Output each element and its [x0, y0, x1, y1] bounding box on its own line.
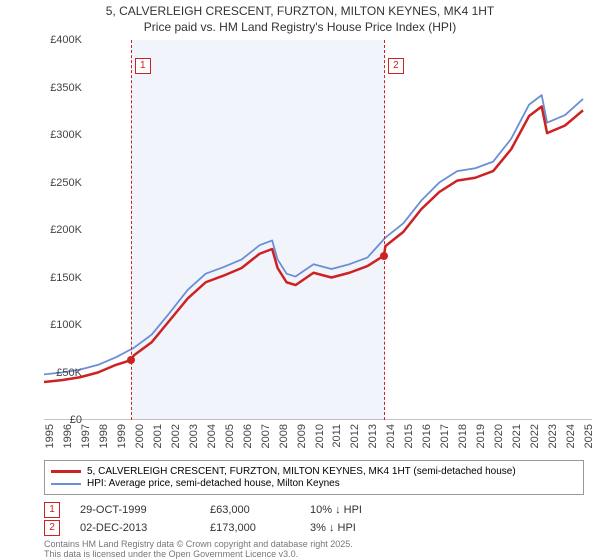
x-tick-label: 2013 — [367, 424, 379, 448]
x-tick-label: 2005 — [224, 424, 236, 448]
legend-swatch — [51, 483, 81, 485]
legend-label: 5, CALVERLEIGH CRESCENT, FURZTON, MILTON… — [87, 466, 516, 477]
annotation-date: 29-OCT-1999 — [80, 504, 190, 516]
annotation-delta: 3% ↓ HPI — [310, 522, 356, 534]
annotation-table: 1 29-OCT-1999 £63,000 10% ↓ HPI 2 02-DEC-2013… — [44, 500, 362, 538]
chart-title: 5, CALVERLEIGH CRESCENT, FURZTON, MILTON… — [0, 0, 600, 35]
x-tick-label: 2001 — [152, 424, 164, 448]
x-tick-label: 2010 — [314, 424, 326, 448]
annotation-row: 1 29-OCT-1999 £63,000 10% ↓ HPI — [44, 502, 362, 518]
annotation-marker-box: 1 — [44, 502, 60, 518]
marker-line-2 — [384, 40, 385, 420]
x-tick-label: 2016 — [421, 424, 433, 448]
y-tick-label: £150K — [50, 272, 82, 284]
footer-line-2: This data is licensed under the Open Gov… — [44, 550, 353, 560]
annotation-price: £173,000 — [210, 522, 290, 534]
x-tick-label: 2015 — [403, 424, 415, 448]
y-tick-label: £250K — [50, 177, 82, 189]
x-tick-label: 2018 — [457, 424, 469, 448]
x-tick-label: 2025 — [583, 424, 595, 448]
marker-label-2: 2 — [388, 58, 404, 74]
x-tick-label: 2014 — [385, 424, 397, 448]
x-tick-label: 2019 — [475, 424, 487, 448]
x-tick-label: 2006 — [242, 424, 254, 448]
annotation-delta: 10% ↓ HPI — [310, 504, 362, 516]
annotation-row: 2 02-DEC-2013 £173,000 3% ↓ HPI — [44, 520, 362, 536]
annotation-price: £63,000 — [210, 504, 290, 516]
x-tick-label: 1999 — [116, 424, 128, 448]
legend-box: 5, CALVERLEIGH CRESCENT, FURZTON, MILTON… — [44, 460, 584, 495]
series-price_paid — [44, 107, 583, 383]
line-plot-svg — [44, 40, 592, 420]
marker-dot-2 — [380, 252, 388, 260]
x-tick-label: 2024 — [565, 424, 577, 448]
x-tick-label: 2023 — [547, 424, 559, 448]
x-tick-label: 2000 — [134, 424, 146, 448]
x-tick-label: 2017 — [439, 424, 451, 448]
x-tick-label: 2020 — [493, 424, 505, 448]
y-tick-label: £350K — [50, 82, 82, 94]
x-tick-label: 2002 — [170, 424, 182, 448]
x-tick-label: 2003 — [188, 424, 200, 448]
x-tick-label: 1995 — [44, 424, 56, 448]
y-tick-label: £300K — [50, 129, 82, 141]
marker-label-1: 1 — [135, 58, 151, 74]
legend-label: HPI: Average price, semi-detached house,… — [87, 478, 340, 489]
x-tick-label: 1998 — [98, 424, 110, 448]
y-tick-label: £200K — [50, 224, 82, 236]
legend-item: 5, CALVERLEIGH CRESCENT, FURZTON, MILTON… — [51, 466, 577, 477]
title-line-1: 5, CALVERLEIGH CRESCENT, FURZTON, MILTON… — [0, 4, 600, 20]
x-tick-label: 2022 — [529, 424, 541, 448]
x-tick-label: 1997 — [80, 424, 92, 448]
y-tick-label: £400K — [50, 34, 82, 46]
y-tick-label: £100K — [50, 319, 82, 331]
x-tick-label: 2011 — [331, 424, 343, 448]
footer-attribution: Contains HM Land Registry data © Crown c… — [44, 540, 353, 560]
chart-container: 5, CALVERLEIGH CRESCENT, FURZTON, MILTON… — [0, 0, 600, 560]
x-tick-label: 2007 — [260, 424, 272, 448]
marker-dot-1 — [127, 356, 135, 364]
x-tick-label: 2008 — [278, 424, 290, 448]
legend-swatch — [51, 470, 81, 473]
annotation-date: 02-DEC-2013 — [80, 522, 190, 534]
x-tick-label: 2004 — [206, 424, 218, 448]
title-line-2: Price paid vs. HM Land Registry's House … — [0, 20, 600, 36]
annotation-marker-box: 2 — [44, 520, 60, 536]
legend-item: HPI: Average price, semi-detached house,… — [51, 478, 577, 489]
x-tick-label: 2009 — [296, 424, 308, 448]
x-tick-label: 2012 — [349, 424, 361, 448]
x-tick-label: 2021 — [511, 424, 523, 448]
y-tick-label: £50K — [56, 367, 82, 379]
series-hpi — [44, 95, 583, 374]
plot-area: £0£50K£100K£150K£200K£250K£300K£350K£400… — [44, 40, 592, 420]
x-tick-label: 1996 — [62, 424, 74, 448]
